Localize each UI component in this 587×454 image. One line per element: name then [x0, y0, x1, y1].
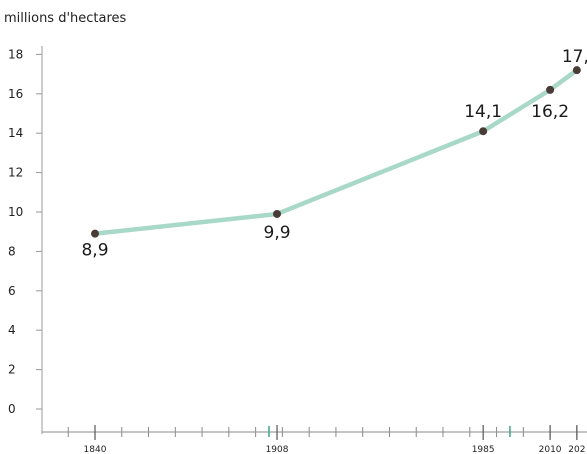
data-point-2020	[572, 66, 581, 75]
data-label-1985: 14,1	[464, 102, 502, 122]
x-tick-label: 1840	[84, 445, 107, 454]
series-line	[92, 67, 580, 236]
data-point-1908	[273, 209, 282, 218]
y-tick-label: 12	[8, 166, 23, 180]
x-tick-label: 202	[568, 445, 585, 454]
data-labels: 8,9 9,9 14,1 16,2 17,	[81, 47, 587, 261]
y-tick-label: 16	[8, 87, 23, 101]
data-markers	[91, 66, 581, 238]
y-tick-label: 18	[8, 47, 23, 61]
data-label-2010: 16,2	[531, 102, 569, 122]
data-label-1908: 9,9	[264, 223, 291, 243]
data-point-1985	[479, 127, 488, 136]
y-tick-label: 4	[8, 323, 16, 337]
y-tick-label: 8	[8, 244, 16, 258]
data-label-1840: 8,9	[81, 241, 108, 261]
data-point-1840	[91, 229, 99, 238]
data-label-2020: 17,	[562, 47, 587, 67]
x-axis: 1840 1908 1985 2010 202	[84, 425, 585, 454]
y-tick-label: 10	[8, 205, 23, 219]
y-tick-label: 6	[8, 284, 16, 298]
y-tick-label: 2	[8, 363, 16, 377]
y-tick-label: 0	[8, 402, 16, 416]
x-tick-label: 1985	[472, 445, 495, 454]
y-tick-label: 14	[8, 126, 23, 140]
x-tick-label: 1908	[266, 445, 289, 454]
y-axis: 0 2 4 6 8 10 12 14 16 18	[8, 47, 42, 416]
x-tick-label: 2010	[539, 445, 562, 454]
y-axis-unit-label: millions d'hectares	[4, 11, 127, 26]
data-point-2010	[546, 85, 555, 94]
